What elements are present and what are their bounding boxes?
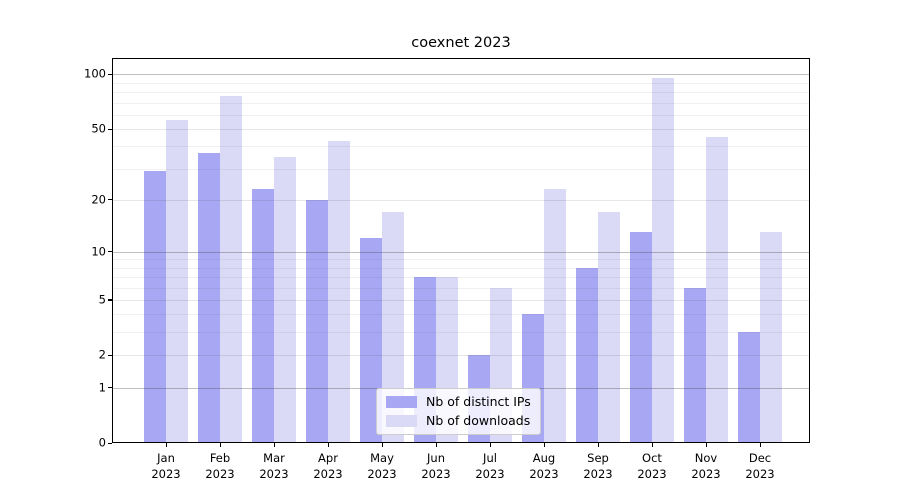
- gridline-9: [112, 259, 810, 261]
- plot-area: Nb of distinct IPs Nb of downloads 0 1 2 5 1…: [84, 58, 810, 481]
- x-tick-label-sep-2023: Sep 2023: [583, 451, 613, 481]
- bar-nb-of-distinct-ips-feb-2023: [198, 152, 220, 443]
- bar-nb-of-distinct-ips-jan-2023: [144, 171, 166, 443]
- x-tick-oct-2023: [651, 443, 653, 447]
- bar-nb-of-downloads-mar-2023: [274, 156, 296, 443]
- gridline-20: [112, 199, 810, 201]
- y-tick-0: [108, 442, 112, 444]
- y-tick-label-20: 20: [91, 192, 106, 207]
- bar-nb-of-distinct-ips-apr-2023: [306, 199, 328, 443]
- y-tick-label-10: 10: [91, 244, 106, 259]
- gridline-10: [112, 251, 810, 253]
- y-tick-10: [108, 251, 112, 253]
- x-tick-feb-2023: [219, 443, 221, 447]
- gridline-7: [112, 276, 810, 278]
- legend-swatch-distinct-ips: [386, 396, 417, 408]
- bar-nb-of-downloads-oct-2023: [652, 77, 674, 443]
- x-tick-label-jun-2023: Jun 2023: [421, 451, 451, 481]
- bar-nb-of-distinct-ips-mar-2023: [252, 189, 274, 443]
- bar-nb-of-downloads-jan-2023: [166, 120, 188, 443]
- x-tick-may-2023: [381, 443, 383, 447]
- y-tick-2: [108, 354, 112, 356]
- x-tick-sep-2023: [597, 443, 599, 447]
- bar-nb-of-distinct-ips-nov-2023: [684, 287, 706, 443]
- gridline-30: [112, 168, 810, 170]
- gridline-40: [112, 146, 810, 148]
- x-tick-apr-2023: [327, 443, 329, 447]
- bar-nb-of-downloads-apr-2023: [328, 140, 350, 443]
- axis-spine-left: [112, 58, 114, 443]
- gridline-90: [112, 82, 810, 84]
- x-tick-label-dec-2023: Dec 2023: [745, 451, 775, 481]
- x-tick-label-aug-2023: Aug 2023: [529, 451, 559, 481]
- legend-item-downloads: Nb of downloads: [386, 414, 531, 428]
- legend-label-distinct-ips: Nb of distinct IPs: [426, 394, 531, 409]
- y-tick-label-50: 50: [91, 121, 106, 136]
- bar-nb-of-downloads-sep-2023: [598, 212, 620, 443]
- legend-item-distinct-ips: Nb of distinct IPs: [386, 395, 531, 409]
- bar-nb-of-downloads-aug-2023: [544, 189, 566, 443]
- gridline-5: [112, 299, 810, 301]
- y-tick-label-100: 100: [84, 66, 106, 81]
- x-tick-label-jan-2023: Jan 2023: [151, 451, 181, 481]
- gridline-50: [112, 129, 810, 131]
- x-tick-label-apr-2023: Apr 2023: [313, 451, 343, 481]
- gridline-4: [112, 314, 810, 316]
- axis-spine-bottom: [112, 441, 810, 443]
- y-tick-label-2: 2: [98, 347, 106, 362]
- gridline-60: [112, 114, 810, 116]
- bar-nb-of-downloads-dec-2023: [760, 232, 782, 443]
- x-tick-aug-2023: [543, 443, 545, 447]
- bar-nb-of-distinct-ips-oct-2023: [630, 232, 652, 443]
- x-tick-jan-2023: [165, 443, 167, 447]
- x-tick-label-feb-2023: Feb 2023: [205, 451, 235, 481]
- bar-nb-of-downloads-feb-2023: [220, 96, 242, 443]
- gridline-80: [112, 92, 810, 94]
- y-tick-1: [108, 387, 112, 389]
- y-tick-5: [108, 299, 112, 301]
- gridline-100: [112, 74, 810, 76]
- x-tick-mar-2023: [273, 443, 275, 447]
- legend-label-downloads: Nb of downloads: [426, 413, 531, 428]
- x-tick-label-may-2023: May 2023: [367, 451, 397, 481]
- gridline-70: [112, 102, 810, 104]
- y-tick-label-1: 1: [98, 380, 106, 395]
- bar-nb-of-downloads-nov-2023: [706, 137, 728, 443]
- x-tick-jun-2023: [435, 443, 437, 447]
- x-tick-label-mar-2023: Mar 2023: [259, 451, 289, 481]
- x-tick-jul-2023: [489, 443, 491, 447]
- y-tick-50: [108, 128, 112, 130]
- x-tick-label-nov-2023: Nov 2023: [691, 451, 721, 481]
- bar-nb-of-distinct-ips-sep-2023: [576, 267, 598, 443]
- y-tick-label-0: 0: [98, 435, 106, 450]
- x-tick-nov-2023: [705, 443, 707, 447]
- x-tick-label-oct-2023: Oct 2023: [637, 451, 667, 481]
- axis-spine-top: [112, 58, 810, 60]
- bar-nb-of-downloads-may-2023: [382, 212, 404, 443]
- gridline-3: [112, 332, 810, 334]
- y-tick-label-5: 5: [98, 292, 106, 307]
- gridline-2: [112, 355, 810, 357]
- y-tick-100: [108, 73, 112, 76]
- axis-spine-right: [808, 58, 810, 443]
- chart-title: coexnet 2023: [411, 35, 511, 51]
- gridline-8: [112, 267, 810, 269]
- x-tick-dec-2023: [759, 443, 761, 447]
- gridline-6: [112, 287, 810, 289]
- legend: Nb of distinct IPs Nb of downloads: [376, 388, 541, 435]
- legend-swatch-downloads: [386, 415, 417, 427]
- bar-nb-of-distinct-ips-dec-2023: [738, 332, 760, 443]
- x-tick-label-jul-2023: Jul 2023: [475, 451, 505, 481]
- y-tick-20: [108, 199, 112, 201]
